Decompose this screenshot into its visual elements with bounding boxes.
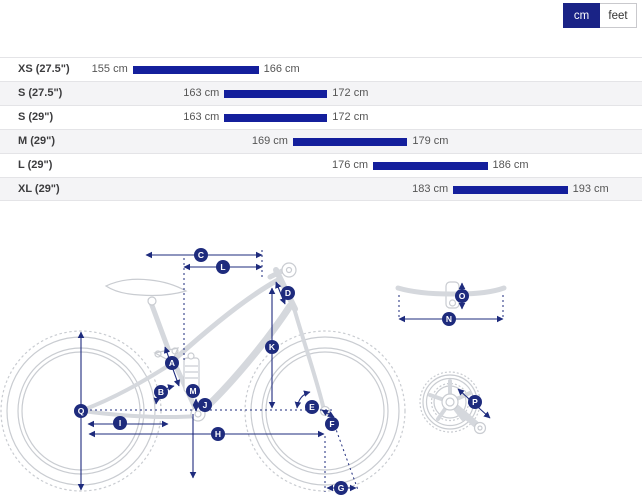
- measurement-letter: E: [309, 402, 315, 412]
- unit-cm-button[interactable]: cm: [563, 3, 600, 28]
- measurement-label-g: [334, 481, 348, 495]
- measurement-letter: P: [472, 397, 478, 407]
- measurement-label-a: [165, 356, 179, 370]
- measurement-letter: I: [119, 418, 121, 428]
- handlebar-front-view-icon: [395, 281, 507, 309]
- height-range-bar: [224, 90, 328, 98]
- measurement-label-d: [281, 286, 295, 300]
- size-name: S (29"): [18, 111, 54, 123]
- size-row-xs: XS (27.5") 155 cm 166 cm: [0, 57, 642, 81]
- max-height-label: 172 cm: [332, 111, 369, 123]
- max-height-label: 186 cm: [492, 159, 529, 171]
- height-range-bar: [132, 66, 259, 74]
- measurement-label-q: [74, 404, 88, 418]
- measurement-letter: B: [158, 387, 164, 397]
- measurement-letter: H: [215, 429, 221, 439]
- size-chart-table: XS (27.5") 155 cm 166 cm S (27.5") 163 cm 172…: [0, 57, 642, 201]
- measurement-letter: M: [189, 386, 196, 396]
- size-row-l: L (29") 176 cm 186 cm: [0, 153, 642, 177]
- measurement-letter: K: [269, 342, 276, 352]
- unit-toggle: cm feet: [563, 3, 637, 28]
- min-height-label: 183 cm: [412, 183, 449, 195]
- size-row-m: M (29") 169 cm 179 cm: [0, 129, 642, 153]
- saddle-icon: [104, 278, 188, 297]
- size-row-xl: XL (29") 183 cm 193 cm: [0, 177, 642, 201]
- measurement-letter: N: [446, 314, 452, 324]
- grip-icon: [281, 262, 297, 278]
- measurement-letter: J: [203, 400, 208, 410]
- measurement-label-j: [198, 398, 212, 412]
- bike-illustration: [0, 262, 507, 492]
- measurement-letter: F: [329, 419, 334, 429]
- measurement-label-i: [113, 416, 127, 430]
- max-height-label: 193 cm: [572, 183, 609, 195]
- unit-feet-button[interactable]: feet: [600, 3, 637, 28]
- min-height-label: 163 cm: [183, 111, 220, 123]
- measurement-label-c: [194, 248, 208, 262]
- min-height-label: 155 cm: [91, 63, 128, 75]
- size-name: S (27.5"): [18, 87, 63, 99]
- measurement-label-m: [186, 384, 200, 398]
- bike-geometry-diagram: A B C D E F G H I J K L M N O P Q: [0, 248, 507, 495]
- min-height-label: 169 cm: [251, 135, 288, 147]
- measurement-letter: A: [169, 358, 175, 368]
- measurement-letter: Q: [78, 406, 85, 416]
- measurement-letter: D: [285, 288, 291, 298]
- size-name: XL (29"): [18, 183, 60, 195]
- measurement-label-f: [325, 417, 339, 431]
- min-height-label: 163 cm: [183, 87, 220, 99]
- size-name: L (29"): [18, 159, 53, 171]
- measurement-label-o: [455, 289, 469, 303]
- min-height-label: 176 cm: [332, 159, 369, 171]
- measurement-label-l: [216, 260, 230, 274]
- measurement-label-p: [468, 395, 482, 409]
- height-range-bar: [453, 186, 568, 194]
- height-range-bar: [224, 114, 328, 122]
- height-range-bar: [292, 138, 408, 146]
- measurement-label-e: [305, 400, 319, 414]
- max-height-label: 166 cm: [263, 63, 300, 75]
- height-range-bar: [373, 162, 488, 170]
- saddle-clamp-icon: [147, 296, 157, 306]
- measurement-label-n: [442, 312, 456, 326]
- measurement-letter: O: [459, 291, 466, 301]
- measurement-label-b: [154, 385, 168, 399]
- measurement-letter: L: [220, 262, 225, 272]
- max-height-label: 172 cm: [332, 87, 369, 99]
- measurement-label-h: [211, 427, 225, 441]
- measurement-annotations: A B C D E F G H I J K L M N O P Q: [74, 248, 504, 495]
- measurement-label-k: [265, 340, 279, 354]
- measurement-letter: G: [338, 483, 345, 493]
- size-row-s: S (29") 163 cm 172 cm: [0, 105, 642, 129]
- size-name: M (29"): [18, 135, 55, 147]
- measurement-letter: C: [198, 250, 204, 260]
- size-name: XS (27.5"): [18, 63, 70, 75]
- max-height-label: 179 cm: [412, 135, 449, 147]
- size-row-s: S (27.5") 163 cm 172 cm: [0, 81, 642, 105]
